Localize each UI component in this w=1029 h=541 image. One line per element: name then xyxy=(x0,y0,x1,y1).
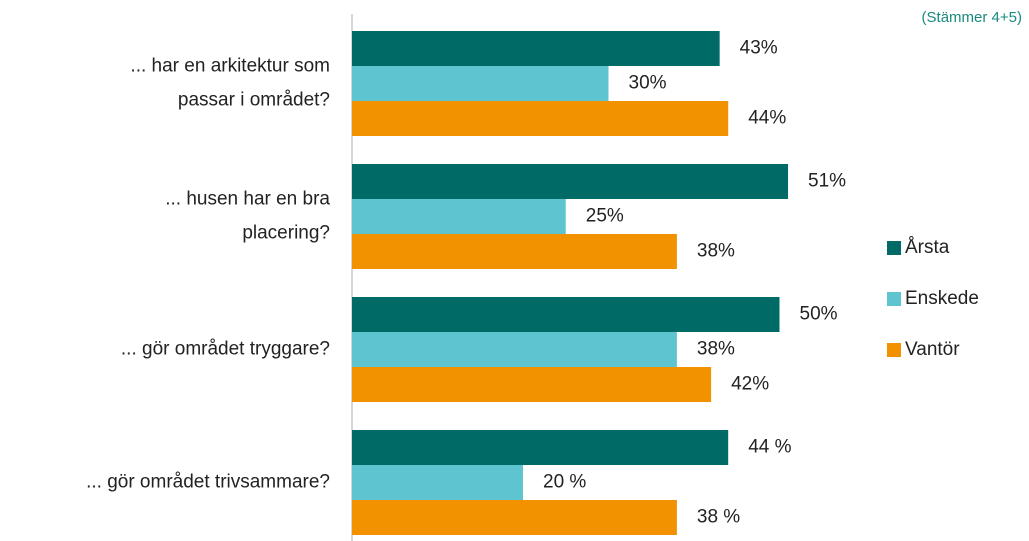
value-label: 25% xyxy=(586,206,624,227)
value-label: 50% xyxy=(800,304,838,325)
value-label: 38% xyxy=(697,339,735,360)
bar xyxy=(352,430,729,465)
category-label: ... har en arkitektur som xyxy=(130,56,330,77)
legend-swatch xyxy=(887,292,901,306)
value-label: 20 % xyxy=(543,472,586,493)
value-label: 38% xyxy=(697,241,735,262)
bar xyxy=(352,465,523,500)
value-label: 44% xyxy=(748,108,786,129)
legend-label: Årsta xyxy=(905,237,950,258)
bar xyxy=(352,101,729,136)
bar xyxy=(352,500,677,535)
bar xyxy=(352,31,720,66)
value-label: 30% xyxy=(629,73,667,94)
bar xyxy=(352,199,566,234)
bar xyxy=(352,164,789,199)
bar xyxy=(352,234,677,269)
annotation: (Stämmer 4+5) xyxy=(922,9,1022,26)
legend-swatch xyxy=(887,343,901,357)
category-label: ... gör området tryggare? xyxy=(121,339,330,360)
value-label: 42% xyxy=(731,374,769,395)
category-label: ... gör området trivsammare? xyxy=(86,472,330,493)
value-label: 43% xyxy=(740,38,778,59)
legend-label: Enskede xyxy=(905,288,979,309)
bar xyxy=(352,66,609,101)
value-label: 51% xyxy=(808,171,846,192)
legend-swatch xyxy=(887,241,901,255)
value-label: 44 % xyxy=(748,437,791,458)
category-label: placering? xyxy=(242,223,330,244)
category-label: ... husen har en bra xyxy=(165,189,330,210)
legend-label: Vantör xyxy=(905,339,960,360)
bar xyxy=(352,332,677,367)
value-label: 38 % xyxy=(697,507,740,528)
category-label: passar i området? xyxy=(178,90,330,111)
bar xyxy=(352,297,780,332)
bar xyxy=(352,367,712,402)
